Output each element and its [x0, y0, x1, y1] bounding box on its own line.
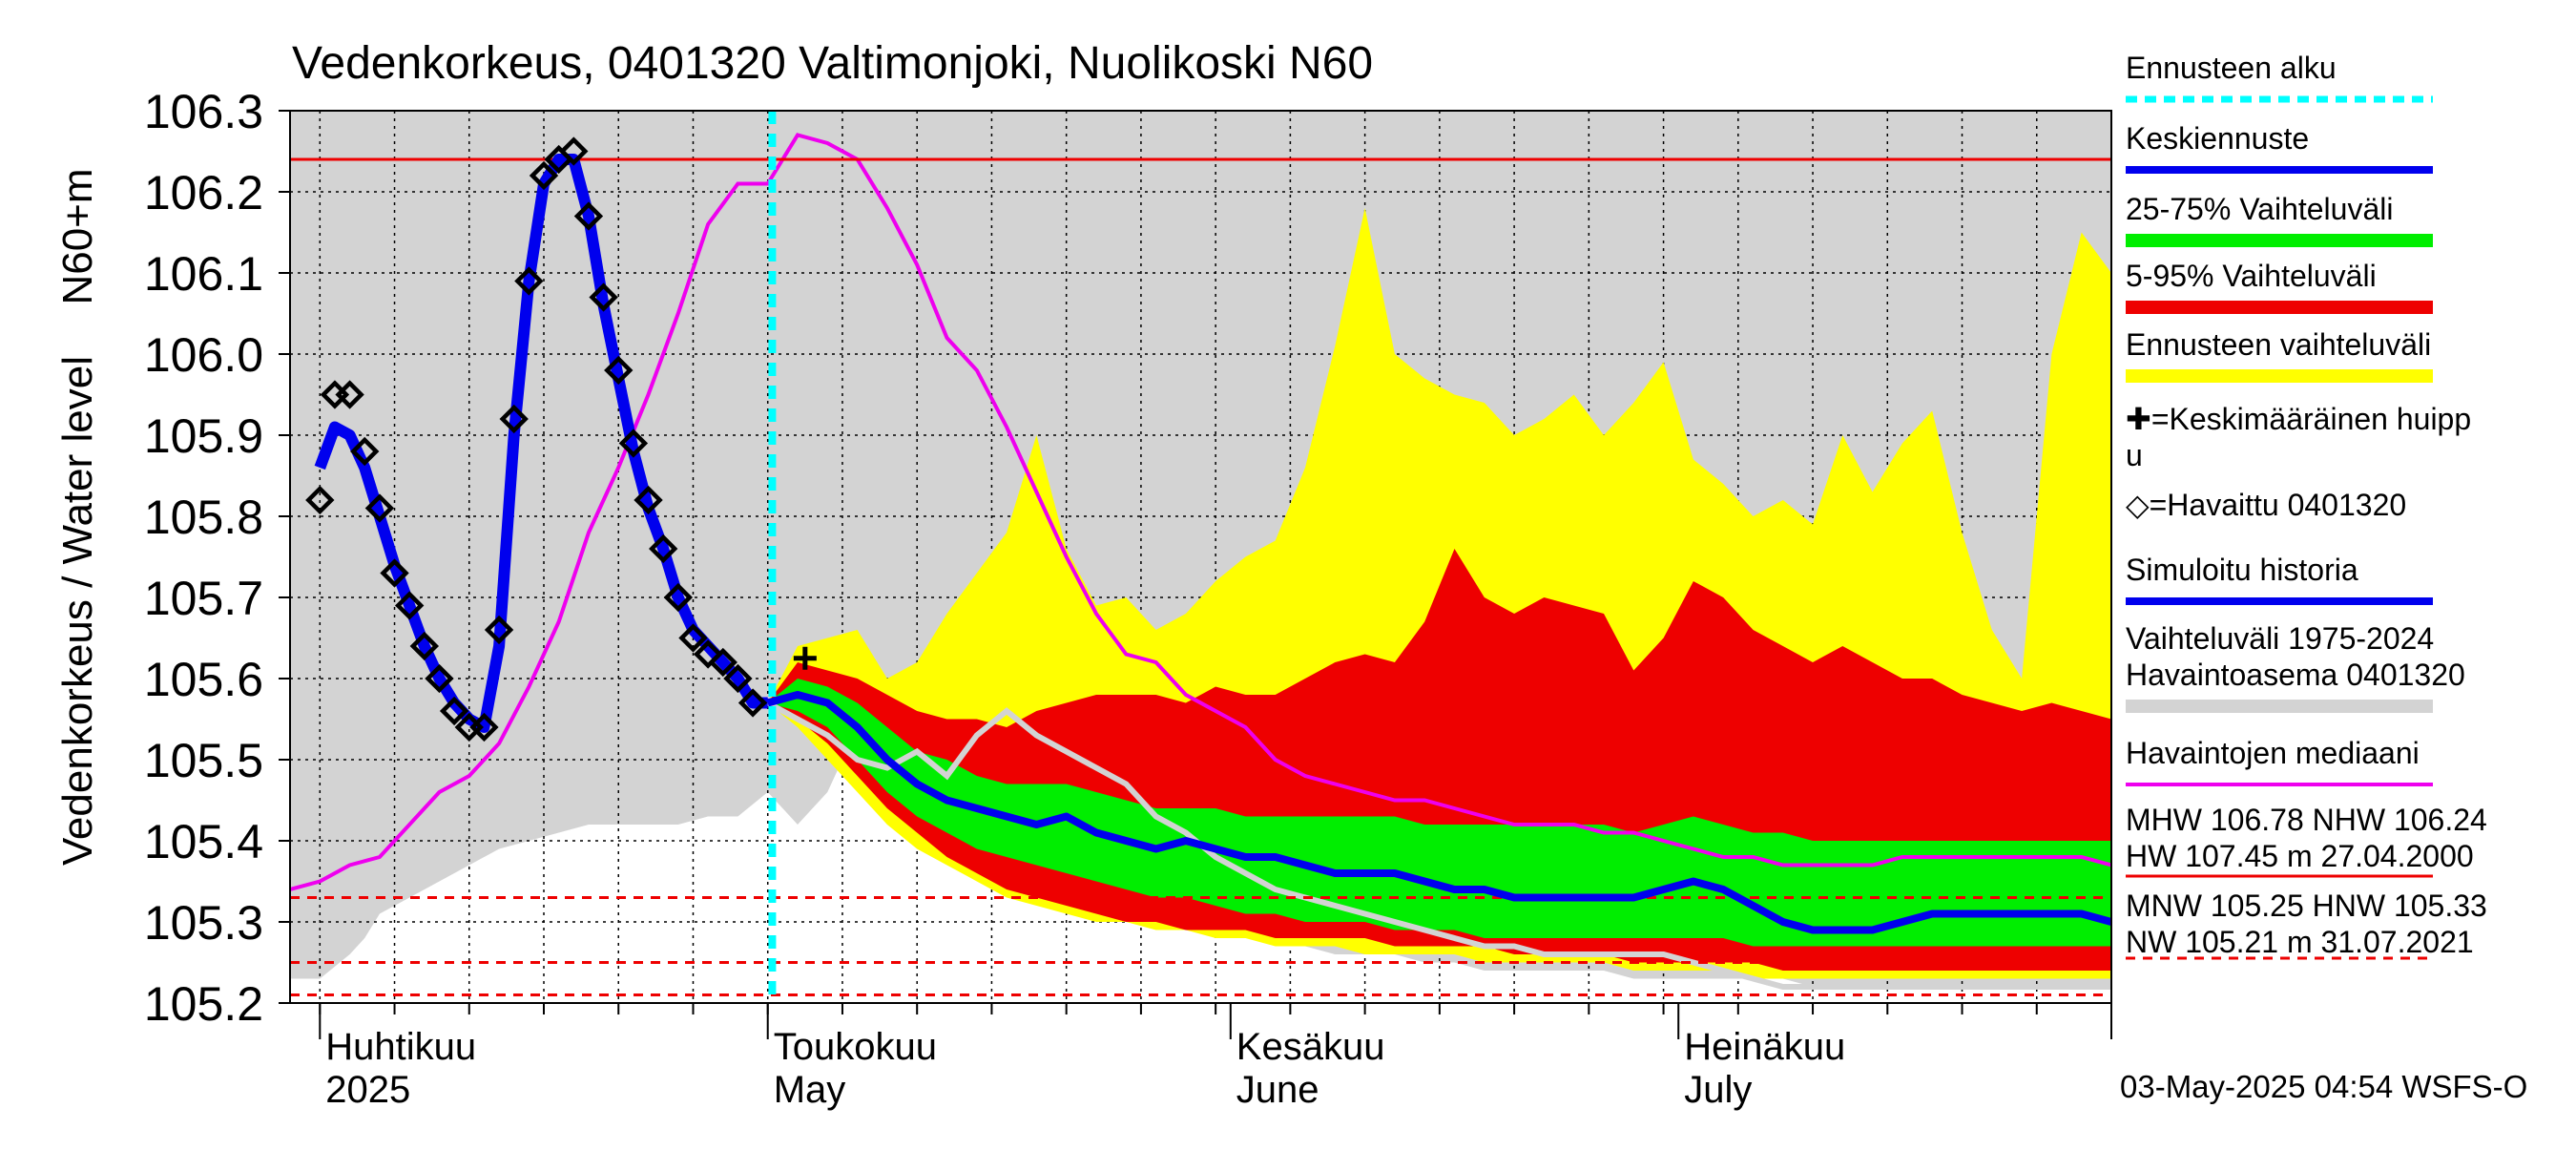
band-25-75 — [767, 679, 2111, 947]
observed-point — [618, 429, 649, 458]
observed-point — [484, 615, 514, 645]
x-month-sublabel: 2025 — [325, 1069, 410, 1111]
historical-line — [766, 700, 2111, 990]
y-tick-label: 105.6 — [144, 653, 263, 706]
observed-point — [514, 266, 544, 296]
y-tick-label: 105.9 — [144, 409, 263, 463]
observed-point — [708, 647, 737, 678]
plot-frame — [289, 110, 2112, 1004]
x-month-sublabel: July — [1684, 1069, 1752, 1111]
y-tick-label: 106.0 — [144, 328, 263, 382]
x-month-sublabel: June — [1236, 1069, 1319, 1111]
observed-point — [634, 485, 663, 515]
y-tick-label: 106.1 — [144, 247, 263, 301]
legend-label: Vaihteluväli 1975-2024 — [2126, 621, 2434, 656]
legend-label: 25-75% Vaihteluväli — [2126, 192, 2393, 226]
observed-point — [305, 485, 335, 515]
x-month-label: Heinäkuu — [1684, 1026, 1845, 1068]
observed-point — [439, 696, 469, 726]
legend-label: MHW 106.78 NHW 106.24 — [2126, 803, 2487, 837]
x-month-sublabel: May — [774, 1069, 846, 1111]
y-tick-label: 105.2 — [144, 977, 263, 1031]
y-axis-label-outer: Vedenkorkeus / Water level — [54, 356, 101, 866]
legend-label: MNW 105.25 HNW 105.33 — [2126, 889, 2487, 923]
observed-point — [499, 404, 529, 434]
x-month-label: Toukokuu — [774, 1026, 937, 1068]
plot-area — [290, 111, 2111, 1003]
legend-label-line2: u — [2126, 438, 2143, 472]
observed-point — [693, 639, 723, 669]
mean-forecast-line — [766, 691, 2111, 934]
legend-label: Ennusteen alku — [2126, 51, 2337, 85]
simulated-history-line — [314, 154, 768, 733]
observed-point — [649, 533, 678, 564]
observed-point — [364, 493, 395, 523]
observed-point — [380, 558, 409, 588]
legend-label-line2: Havaintoasema 0401320 — [2126, 658, 2465, 692]
observed-point — [425, 663, 454, 694]
observed-point — [335, 380, 364, 409]
legend-label: ◇=Havaittu 0401320 — [2126, 488, 2406, 522]
observed-point — [394, 591, 425, 620]
y-tick-label: 106.2 — [144, 166, 263, 220]
observed-point — [678, 623, 708, 653]
y-tick-label: 105.3 — [144, 896, 263, 950]
y-tick-label: 105.4 — [144, 815, 263, 868]
observed-point — [559, 136, 589, 166]
observed-point — [469, 712, 499, 742]
observed-point — [529, 160, 559, 191]
observed-point — [723, 663, 753, 694]
y-tick-label: 105.7 — [144, 572, 263, 625]
legend-label-line2: HW 107.45 m 27.04.2000 — [2126, 839, 2474, 873]
timestamp-footer: 03-May-2025 04:54 WSFS-O — [2120, 1069, 2527, 1104]
observed-point — [737, 688, 768, 718]
observed-point — [589, 282, 618, 312]
chart-title: Vedenkorkeus, 0401320 Valtimonjoki, Nuol… — [292, 38, 1373, 89]
observed-point — [604, 355, 634, 386]
axes: 105.2 105.3 105.4 105.5 105.6 105.7 105.8 105.9… — [144, 85, 2112, 1111]
plot-layers — [290, 111, 2111, 1003]
median-line — [290, 133, 2111, 891]
legend-label: Simuloitu historia — [2126, 553, 2358, 587]
legend-label: ✚=Keskimääräinen huipp — [2126, 402, 2471, 436]
legend-label: Ennusteen vaihteluväli — [2126, 327, 2431, 362]
observed-point — [663, 582, 694, 613]
observed-point — [350, 436, 380, 467]
legend-label: 5-95% Vaihteluväli — [2126, 259, 2377, 293]
y-tick-label: 106.3 — [144, 85, 263, 138]
x-month-label: Huhtikuu — [325, 1026, 476, 1068]
legend-label-line2: NW 105.21 m 31.07.2021 — [2126, 925, 2474, 959]
observed-point — [573, 201, 604, 231]
x-month-label: Kesäkuu — [1236, 1026, 1385, 1068]
legend-label: Havaintojen mediaani — [2126, 736, 2420, 770]
y-axis-label-inner: N60+m — [54, 168, 101, 304]
observed-point — [409, 631, 440, 661]
legend: Ennusteen alku Keskiennuste 25-75% Vaihtel… — [2126, 51, 2487, 960]
y-tick-label: 105.8 — [144, 491, 263, 544]
legend-label: Keskiennuste — [2126, 121, 2309, 156]
y-tick-label: 105.5 — [144, 734, 263, 787]
